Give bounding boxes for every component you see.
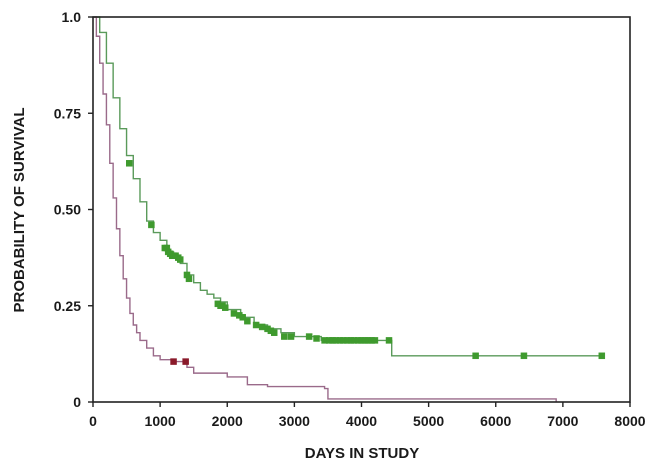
y-tick-label-3: 0.75 (54, 105, 81, 121)
series-1-censor-mark-1 (182, 358, 189, 365)
series-0-censor-mark-21 (252, 321, 260, 329)
y-tick-label-4: 1.0 (62, 9, 82, 25)
y-axis-title: PROBABILITY OF SURVIVAL (11, 107, 28, 312)
series-0-censor-mark-10 (177, 256, 184, 263)
y-tick-label-2: 0.50 (54, 202, 81, 218)
series-0-censor-mark-46 (472, 352, 479, 360)
series-0-censor-mark-45 (385, 337, 393, 344)
x-tick-label-4000: 4000 (346, 413, 377, 429)
series-0-censor-mark-27 (287, 333, 295, 340)
y-tick-label-1: 0.25 (54, 298, 81, 314)
series-1-line (93, 16, 557, 402)
series-0-censor-mark-29 (313, 335, 320, 342)
x-tick-label-3000: 3000 (279, 413, 310, 429)
series-0-censor-mark-0 (125, 160, 133, 167)
series-1-censor-mark-0 (170, 358, 177, 365)
series-0-censor-mark-25 (270, 329, 278, 336)
axes: 0 1000 2000 3000 4000 5000 6000 7000 8000 0 0.25 0.… (54, 9, 646, 429)
x-tick-label-2000: 2000 (212, 413, 243, 429)
series-0-censor-mark-22 (258, 323, 266, 331)
series-0-censor-mark-16 (221, 304, 229, 311)
series-0-line (93, 16, 604, 357)
x-tick-label-6000: 6000 (480, 413, 511, 429)
series-0-censor-mark-17 (230, 310, 238, 317)
plot-frame (92, 16, 631, 403)
x-tick-label-1000: 1000 (145, 413, 176, 429)
x-tick-label-5000: 5000 (413, 413, 444, 429)
y-tick-label-0: 0 (73, 394, 81, 410)
x-tick-label-0: 0 (89, 413, 97, 429)
series-0-censor-mark-44 (371, 337, 379, 344)
series-0-censor-mark-19 (239, 314, 246, 321)
x-axis-title: DAYS IN STUDY (305, 445, 419, 462)
series-0-censor-mark-28 (305, 333, 313, 340)
series-0-censor-mark-26 (281, 333, 288, 340)
series-0-censor-mark-47 (520, 352, 528, 360)
x-tick-label-8000: 8000 (614, 413, 645, 429)
series-0-censor-mark-1 (148, 221, 155, 229)
plot-area (93, 16, 606, 402)
x-tick-label-7000: 7000 (547, 413, 578, 429)
series-0-censor-mark-20 (244, 317, 251, 325)
series-0-censor-mark-48 (598, 352, 606, 360)
series-0-censor-mark-12 (185, 275, 193, 283)
